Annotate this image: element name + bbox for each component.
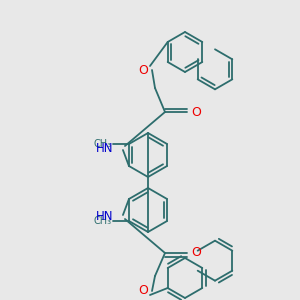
Text: CH₃: CH₃	[94, 139, 112, 149]
Text: O: O	[191, 106, 201, 118]
Text: O: O	[191, 247, 201, 260]
Text: HN: HN	[95, 142, 113, 154]
Text: O: O	[138, 284, 148, 298]
Text: O: O	[138, 64, 148, 76]
Text: CH₃: CH₃	[94, 216, 112, 226]
Text: HN: HN	[95, 211, 113, 224]
